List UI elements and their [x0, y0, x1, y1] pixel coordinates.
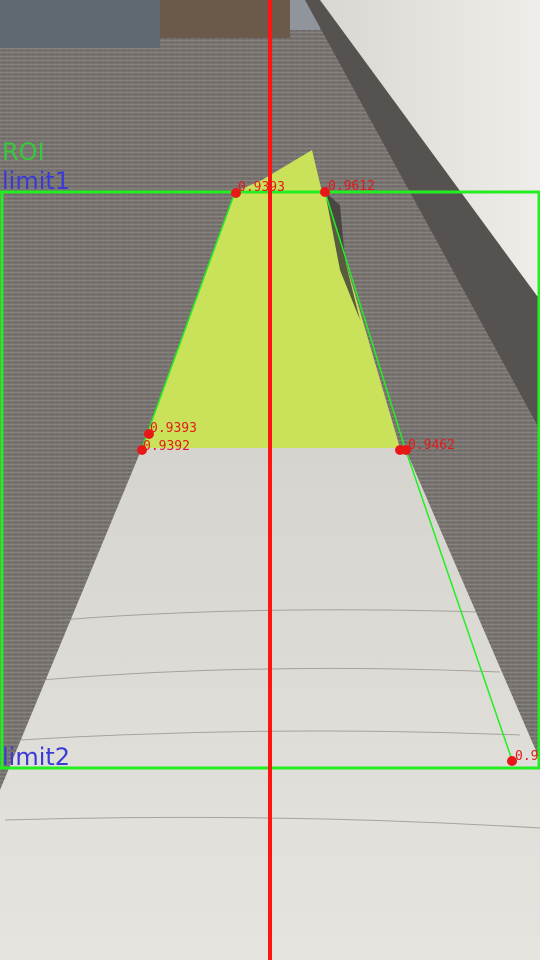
- edge-lines: [141, 191, 513, 761]
- limit2-label: limit2: [2, 743, 71, 771]
- point-label: 0.9: [515, 749, 539, 764]
- point-label: 0.9393: [150, 421, 197, 436]
- point-marker: [231, 188, 241, 198]
- point-label: 0.9612: [328, 179, 375, 194]
- detected-region-shadow: [325, 192, 360, 320]
- far-wall: [0, 0, 160, 48]
- point-marker: [137, 445, 147, 455]
- detection-points: [137, 187, 517, 766]
- point-label: 0.9393: [238, 180, 285, 195]
- point-label: 0.9392: [143, 439, 190, 454]
- limit1-label: limit1: [2, 167, 71, 195]
- baseboard: [305, 0, 540, 430]
- point-label: 0.9462: [408, 438, 455, 453]
- detected-region-tip: [235, 150, 322, 192]
- point-marker: [401, 445, 411, 455]
- point-marker: [144, 429, 154, 439]
- point-marker: [507, 756, 517, 766]
- point-marker: [320, 187, 330, 197]
- roi-label: ROI: [2, 138, 45, 166]
